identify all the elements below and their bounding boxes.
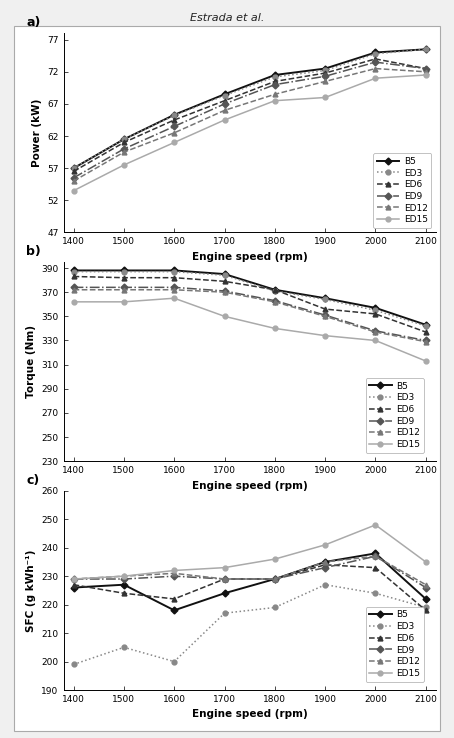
Legend: B5, ED3, ED6, ED9, ED12, ED15: B5, ED3, ED6, ED9, ED12, ED15	[365, 378, 424, 452]
X-axis label: Engine speed (rpm): Engine speed (rpm)	[192, 480, 307, 491]
Legend: B5, ED3, ED6, ED9, ED12, ED15: B5, ED3, ED6, ED9, ED12, ED15	[365, 607, 424, 681]
X-axis label: Engine speed (rpm): Engine speed (rpm)	[192, 252, 307, 262]
Y-axis label: Torque (Nm): Torque (Nm)	[26, 325, 36, 398]
Text: Estrada et al.: Estrada et al.	[190, 13, 264, 24]
Text: b): b)	[26, 245, 41, 258]
Legend: B5, ED3, ED6, ED9, ED12, ED15: B5, ED3, ED6, ED9, ED12, ED15	[373, 154, 431, 228]
Y-axis label: Power (kW): Power (kW)	[32, 99, 42, 167]
X-axis label: Engine speed (rpm): Engine speed (rpm)	[192, 709, 307, 720]
Y-axis label: SFC (g kWh⁻¹): SFC (g kWh⁻¹)	[26, 549, 36, 632]
Text: a): a)	[26, 16, 41, 30]
Text: c): c)	[26, 474, 39, 487]
